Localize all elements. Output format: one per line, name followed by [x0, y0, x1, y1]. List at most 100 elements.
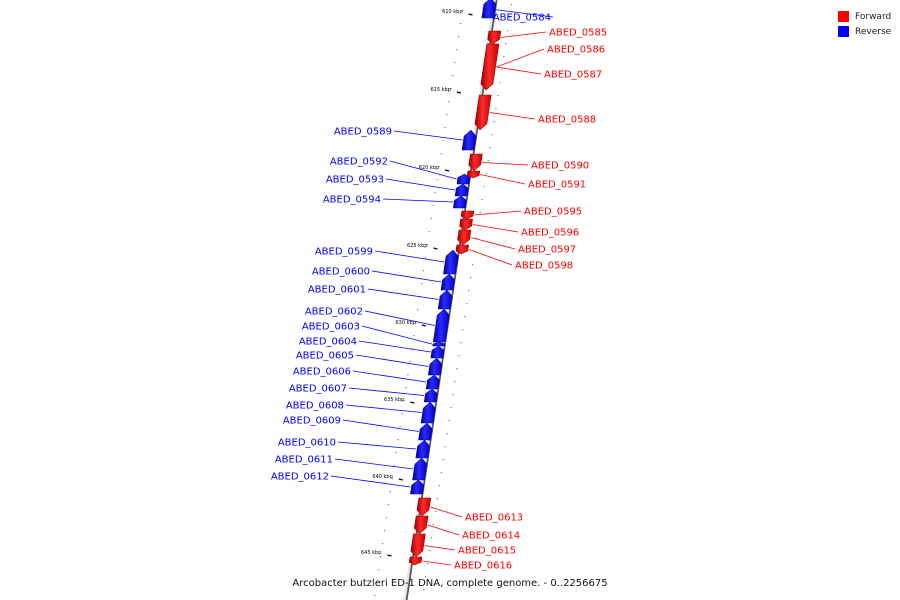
scale-dot	[459, 23, 462, 25]
scale-dot	[454, 381, 456, 383]
legend-reverse: Reverse	[838, 24, 891, 39]
tick-mark	[410, 401, 415, 404]
scale-dot	[454, 62, 456, 64]
scale-dot	[407, 374, 409, 376]
gene-leader-line	[385, 178, 456, 191]
scale-dot	[487, 160, 489, 162]
scale-dot	[420, 283, 423, 285]
gene-label-ABED_0607[interactable]: ABED_0607	[289, 384, 347, 395]
gene-arrow-ABED_0596[interactable]	[459, 218, 473, 231]
gene-leader-line	[489, 112, 536, 120]
gene-label-ABED_0616[interactable]: ABED_0616	[454, 561, 512, 572]
gene-arrow-ABED_0594[interactable]	[453, 195, 467, 209]
gene-label-ABED_0603[interactable]: ABED_0603	[302, 322, 360, 333]
scale-dot	[380, 556, 382, 558]
scale-dot	[438, 166, 440, 168]
gene-label-ABED_0613[interactable]: ABED_0613	[465, 513, 523, 524]
gene-leader-line	[352, 370, 427, 383]
gene-label-ABED_0597[interactable]: ABED_0597	[518, 245, 576, 256]
gene-arrow-ABED_0598[interactable]	[455, 244, 470, 255]
gene-label-ABED_0594[interactable]: ABED_0594	[323, 195, 381, 206]
gene-label-ABED_0615[interactable]: ABED_0615	[458, 546, 516, 557]
scale-dot	[391, 478, 393, 480]
gene-label-ABED_0598[interactable]: ABED_0598	[515, 261, 573, 272]
gene-leader-line	[355, 354, 429, 367]
gene-label-ABED_0605[interactable]: ABED_0605	[296, 351, 354, 362]
gene-label-ABED_0593[interactable]: ABED_0593	[326, 175, 384, 186]
scale-dot	[376, 582, 378, 584]
gene-label-ABED_0614[interactable]: ABED_0614	[462, 531, 520, 542]
gene-arrow-ABED_0615[interactable]	[410, 533, 426, 558]
gene-label-ABED_0608[interactable]: ABED_0608	[286, 401, 344, 412]
gene-leader-line	[345, 404, 422, 413]
scale-dot	[387, 504, 389, 506]
gene-label-ABED_0595[interactable]: ABED_0595	[524, 207, 582, 218]
gene-label-ABED_0606[interactable]: ABED_0606	[293, 367, 351, 378]
gene-arrow-ABED_0591[interactable]	[466, 170, 481, 179]
scale-dot	[432, 524, 435, 526]
gene-label-ABED_0601[interactable]: ABED_0601	[308, 285, 366, 296]
scale-dot	[397, 439, 399, 441]
scale-dot	[510, 4, 513, 6]
gene-label-ABED_0596[interactable]: ABED_0596	[521, 228, 579, 239]
scale-dot	[423, 589, 425, 591]
gene-label-ABED_0591[interactable]: ABED_0591	[528, 180, 586, 191]
gene-label-ABED_0604[interactable]: ABED_0604	[299, 337, 357, 348]
gene-label-ABED_0589[interactable]: ABED_0589	[334, 127, 392, 138]
scale-dot	[425, 576, 427, 578]
gene-leader-line	[480, 174, 526, 185]
tick-mark	[444, 169, 450, 172]
scale-dot	[505, 43, 507, 45]
gene-arrow-ABED_0588[interactable]	[474, 94, 492, 131]
gene-label-ABED_0599[interactable]: ABED_0599	[315, 247, 373, 258]
gene-label-ABED_0584[interactable]: ABED_0584	[493, 13, 551, 24]
scale-dot	[450, 88, 452, 90]
gene-arrow-ABED_0608[interactable]	[420, 401, 436, 424]
gene-label-ABED_0610[interactable]: ABED_0610	[278, 438, 336, 449]
gene-leader-line	[496, 66, 542, 75]
gene-label-ABED_0609[interactable]: ABED_0609	[283, 416, 341, 427]
gene-arrow-ABED_0584[interactable]	[481, 0, 497, 19]
scale-dot	[413, 335, 415, 337]
scale-dot	[393, 465, 395, 467]
gene-leader-line	[427, 524, 460, 536]
scale-dot	[442, 459, 444, 461]
gene-arrow-ABED_0597[interactable]	[457, 229, 472, 246]
scale-dot	[378, 569, 380, 571]
gene-arrow-ABED_0614[interactable]	[414, 515, 429, 535]
gene-label-ABED_0592[interactable]: ABED_0592	[330, 157, 388, 168]
gene-arrow-ABED_0590[interactable]	[468, 153, 483, 172]
gene-label-ABED_0600[interactable]: ABED_0600	[312, 267, 370, 278]
gene-label-ABED_0586[interactable]: ABED_0586	[547, 45, 605, 56]
tick-mark	[398, 478, 403, 481]
gene-leader-line	[472, 224, 519, 233]
scale-dot	[422, 270, 425, 272]
gene-arrow-ABED_0585[interactable]	[487, 30, 502, 45]
gene-arrow-ABED_0613[interactable]	[416, 497, 432, 517]
tick-mark	[387, 554, 392, 557]
tick-mark	[433, 247, 438, 250]
gene-arrow-ABED_0599[interactable]	[443, 249, 459, 275]
gene-arrow-ABED_0589[interactable]	[461, 129, 477, 151]
scale-dot	[462, 329, 464, 331]
gene-label-ABED_0611[interactable]: ABED_0611	[275, 455, 333, 466]
gene-leader-line	[342, 419, 419, 432]
legend-forward: Forward	[838, 9, 891, 24]
tick-label: 620 kbp	[419, 165, 439, 171]
legend-reverse-label: Reverse	[855, 26, 892, 37]
gene-label-ABED_0612[interactable]: ABED_0612	[271, 472, 329, 483]
gene-label-ABED_0588[interactable]: ABED_0588	[538, 115, 596, 126]
gene-arrow-ABED_0611[interactable]	[412, 457, 428, 481]
gene-arrow-ABED_0595[interactable]	[460, 210, 475, 220]
scale-dot	[428, 231, 430, 233]
gene-arrow-ABED_0587[interactable]	[480, 43, 500, 91]
gene-label-ABED_0585[interactable]: ABED_0585	[549, 28, 607, 39]
gene-arrow-ABED_0616[interactable]	[408, 556, 423, 566]
scale-dot	[440, 153, 442, 155]
scale-dot	[493, 121, 495, 123]
gene-label-ABED_0602[interactable]: ABED_0602	[305, 307, 363, 318]
gene-arrow-ABED_0612[interactable]	[410, 479, 425, 495]
gene-label-ABED_0590[interactable]: ABED_0590	[531, 161, 589, 172]
gene-label-ABED_0587[interactable]: ABED_0587	[544, 70, 602, 81]
scale-dot	[499, 82, 501, 84]
